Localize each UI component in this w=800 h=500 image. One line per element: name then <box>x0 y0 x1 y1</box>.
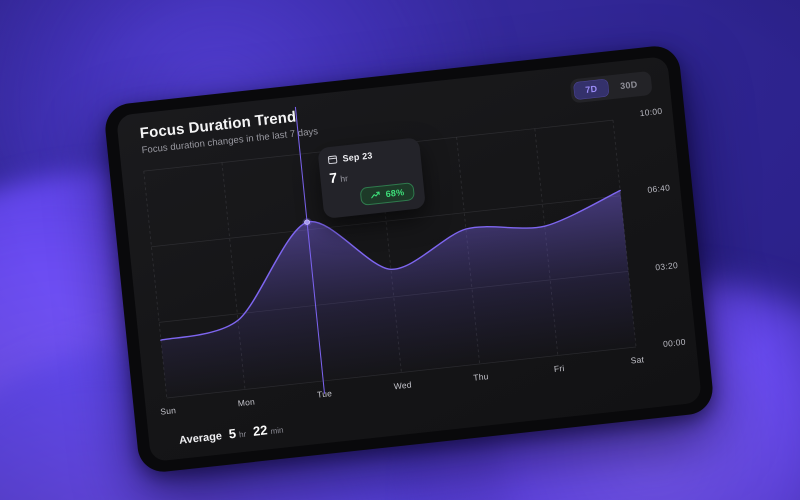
chart-footer: Average 5 hr 22 min <box>178 421 284 447</box>
chart-plot-area[interactable] <box>143 106 637 399</box>
trend-line <box>160 189 621 341</box>
tooltip-date: Sep 23 <box>342 150 374 164</box>
y-axis-tick: 10:00 <box>639 105 663 119</box>
x-axis-tick: Fri <box>553 362 565 374</box>
x-axis-tick: Sat <box>630 354 645 366</box>
range-toggle[interactable]: 7D 30D <box>570 70 653 104</box>
tooltip-unit: hr <box>339 173 349 184</box>
average-hours-unit: hr <box>238 429 247 440</box>
chart-card: Focus Duration Trend Focus duration chan… <box>116 55 702 463</box>
trending-up-icon <box>371 191 381 199</box>
average-label: Average <box>178 430 223 447</box>
x-axis-tick: Thu <box>472 371 490 383</box>
tooltip-date-row: Sep 23 <box>327 146 412 165</box>
x-axis-tick: Mon <box>237 396 256 409</box>
range-option-30d[interactable]: 30D <box>608 74 649 96</box>
x-axis-tick: Tue <box>316 388 333 400</box>
tablet-device: Focus Duration Trend Focus duration chan… <box>102 43 716 475</box>
trend-badge: 68% <box>359 182 416 206</box>
tooltip-value: 7 <box>328 169 338 187</box>
area-fill <box>160 190 637 398</box>
y-axis-tick: 00:00 <box>662 336 687 350</box>
tablet-bezel: Focus Duration Trend Focus duration chan… <box>102 43 716 475</box>
average-minutes-unit: min <box>270 425 284 436</box>
average-hours: 5 <box>228 425 237 442</box>
average-minutes: 22 <box>252 422 269 439</box>
focus-duration-area-chart[interactable] <box>143 106 637 399</box>
highlight-dot[interactable] <box>304 219 311 225</box>
y-axis-tick: 06:40 <box>646 182 671 196</box>
crosshair-line <box>294 106 326 394</box>
range-option-7d[interactable]: 7D <box>573 78 610 101</box>
trend-value: 68% <box>385 187 405 200</box>
chart-tooltip: Sep 23 7 hr 68% <box>317 137 426 219</box>
y-axis-tick: 03:20 <box>654 259 679 273</box>
header-titles: Focus Duration Trend Focus duration chan… <box>139 106 318 156</box>
x-axis-tick: Wed <box>393 379 413 392</box>
x-axis-tick: Sun <box>159 405 177 417</box>
calendar-icon <box>327 155 338 165</box>
